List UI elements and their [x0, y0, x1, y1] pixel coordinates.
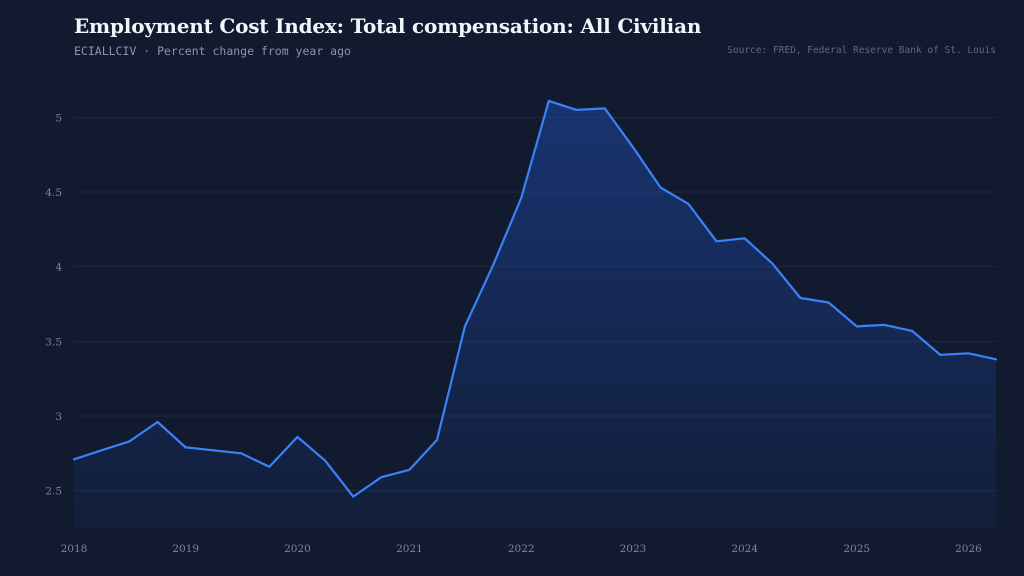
- series-line-path: [72, 99, 998, 498]
- y-tick-label: 4.5: [45, 187, 62, 199]
- y-tick-label: 3: [55, 411, 62, 423]
- y-axis: 2.5 3 3.5 4 4.5 5: [45, 112, 62, 497]
- x-tick-label: 2024: [731, 543, 758, 555]
- x-tick-label: 2026: [955, 543, 982, 555]
- series-area: [74, 100, 996, 529]
- x-tick-label: 2020: [284, 543, 311, 555]
- x-tick-label: 2021: [396, 543, 423, 555]
- y-tick-label: 5: [55, 112, 62, 124]
- x-tick-label: 2023: [620, 543, 647, 555]
- y-tick-label: 4: [55, 262, 62, 274]
- x-tick-label: 2019: [172, 543, 199, 555]
- x-tick-label: 2025: [843, 543, 870, 555]
- chart-title: Employment Cost Index: Total compensatio…: [74, 14, 702, 38]
- series-line: [72, 99, 998, 498]
- source-credit: Source: FRED, Federal Reserve Bank of St…: [727, 45, 996, 56]
- y-tick-label: 2.5: [45, 486, 62, 498]
- y-tick-label: 3.5: [45, 336, 62, 348]
- x-tick-label: 2018: [61, 543, 88, 555]
- x-axis: 2018 2019 2020 2021 2022 2023 2024 2025 2026: [61, 543, 982, 555]
- area-fill: [74, 100, 996, 529]
- x-tick-label: 2022: [508, 543, 535, 555]
- chart-subtitle: ECIALLCIV · Percent change from year ago: [74, 44, 351, 58]
